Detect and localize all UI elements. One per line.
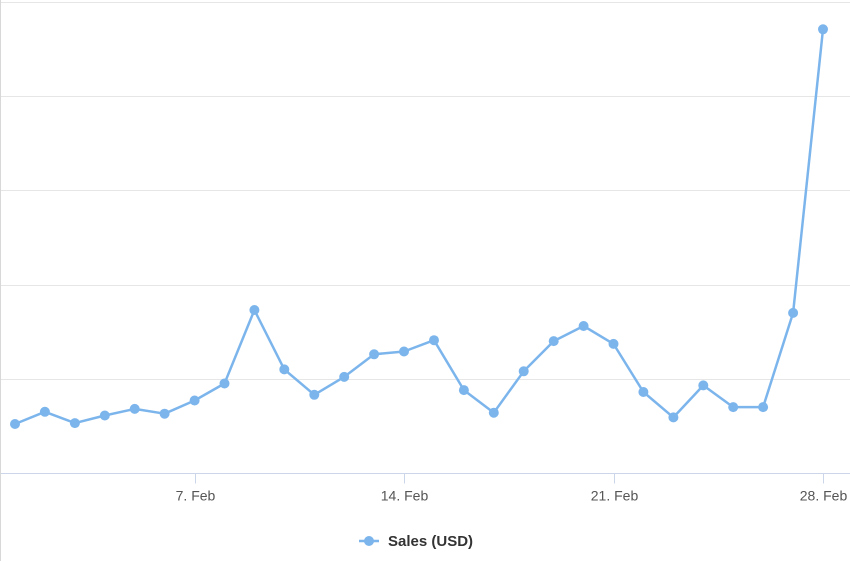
legend-marker-symbol — [364, 536, 374, 546]
data-point[interactable]: 2021-02-21: 1.37 — [608, 338, 619, 349]
data-point[interactable]: 2021-02-28: 4.71 — [818, 24, 828, 35]
series-line — [13, 28, 825, 426]
data-point[interactable]: 2021-02-11: 0.83 — [309, 389, 320, 400]
legend[interactable]: Sales (USD) — [359, 533, 473, 550]
gridlines — [1, 2, 850, 380]
data-point[interactable]: 2021-02-20: 1.56 — [578, 321, 589, 331]
x-tick-label: 7. Feb — [176, 488, 216, 504]
data-point[interactable]: 2021-02-19: 1.4 — [548, 336, 559, 347]
data-point[interactable]: 2021-02-10: 1.1 — [279, 364, 290, 375]
data-point[interactable]: 2021-02-17: 0.64 — [488, 407, 499, 418]
data-point[interactable]: 2021-02-02: 0.65 — [39, 406, 50, 417]
legend-label: Sales (USD) — [388, 533, 473, 550]
x-tick-label: 14. Feb — [381, 488, 429, 504]
data-point[interactable]: 2021-02-14: 1.29 — [399, 346, 409, 357]
x-axis: 7. Feb 14. Feb 21. Feb 28. Feb — [1, 473, 850, 504]
data-point[interactable]: 2021-02-08: 0.95 — [219, 378, 230, 389]
data-point[interactable]: 2021-02-03: 0.53 — [69, 418, 80, 429]
series-sales: 2021-02-01: 0.52 2021-02-02: 0.65 2021-02-… — [10, 24, 828, 429]
data-point[interactable]: 2021-02-22: 0.86 — [638, 387, 649, 397]
x-tick-label: 21. Feb — [591, 488, 639, 504]
legend-item-sales[interactable]: Sales (USD) — [359, 533, 473, 550]
data-point[interactable]: 2021-02-18: 1.08 — [518, 366, 529, 377]
data-point[interactable]: 2021-02-15: 1.41 — [429, 335, 439, 346]
data-point[interactable]: 2021-02-27: 1.7 — [788, 307, 799, 318]
x-tick-label: 28. Feb — [800, 488, 848, 504]
data-point[interactable]: 2021-02-01: 0.52 — [10, 419, 20, 429]
data-point[interactable]: 2021-02-05: 0.68 — [129, 403, 140, 414]
data-point[interactable]: 2021-02-16: 0.88 — [458, 385, 469, 396]
data-point[interactable]: 2021-02-07: 0.77 — [189, 395, 200, 406]
data-point[interactable]: 2021-02-09: 1.73 — [249, 305, 260, 315]
data-point[interactable]: 2021-02-25: 0.7 — [728, 402, 739, 413]
data-point[interactable]: 2021-02-24: 0.93 — [698, 380, 709, 391]
data-point[interactable]: 2021-02-06: 0.63 — [159, 408, 170, 419]
data-point[interactable]: 2021-02-04: 0.61 — [99, 410, 110, 421]
data-point[interactable]: 2021-02-23: 0.59 — [668, 412, 679, 423]
data-point[interactable]: 2021-02-12: 1.02 — [339, 371, 350, 382]
data-point[interactable]: 2021-02-26: 0.7 — [758, 402, 769, 413]
data-point[interactable]: 2021-02-13: 1.26 — [369, 349, 380, 360]
